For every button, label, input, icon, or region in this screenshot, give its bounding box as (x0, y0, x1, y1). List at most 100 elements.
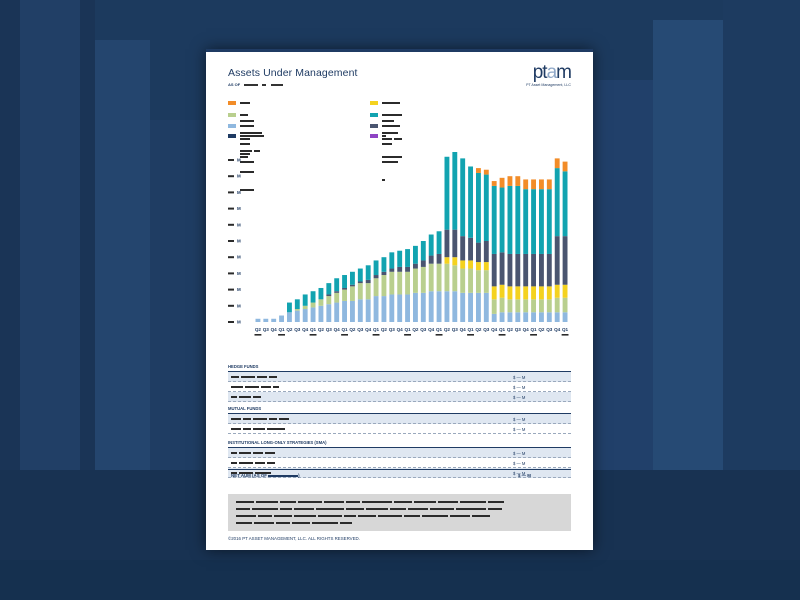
x-tick-label: Q4 (397, 327, 404, 332)
bar-segment-sage (483, 270, 489, 293)
bar-segment-slate (326, 294, 332, 297)
x-tick-label: Q1 (562, 327, 569, 332)
bar-segment-light-blue (294, 310, 300, 322)
bar-segment-light-blue (381, 296, 387, 322)
bar-segment-light-blue (483, 292, 489, 322)
bar-segment-light-blue (310, 307, 316, 322)
y-tick-redaction (228, 288, 234, 291)
y-tick-redaction (228, 191, 234, 194)
bar-segment-yellow (491, 286, 497, 300)
row-value: $ — M (513, 384, 526, 390)
bar-segment-light-blue (334, 302, 340, 322)
y-tick-redaction (228, 240, 234, 242)
bar-segment-sage (468, 268, 473, 293)
bar-segment-slate (491, 253, 497, 287)
legend-label-redacted (382, 102, 404, 158)
bar-segment-yellow (452, 257, 458, 266)
x-year-redaction (278, 334, 285, 336)
y-tick-label: M (237, 271, 241, 276)
document-title: Assets Under Management (228, 67, 358, 79)
section-heading: INSTITUTIONAL LONG-ONLY STRATEGIES (SMA) (228, 438, 571, 448)
bar-segment-sage (499, 297, 505, 313)
bar-segment-sage (444, 263, 450, 292)
bar-segment-sage (507, 299, 513, 313)
bar-segment-light-blue (444, 291, 450, 322)
bar-segment-slate (523, 253, 529, 287)
bar-segment-teal (468, 166, 473, 238)
as-of-label: AS OF (228, 82, 241, 87)
table-row: $ — M (228, 424, 571, 434)
bar-segment-light-blue (342, 300, 347, 322)
bar-segment-sage (562, 297, 568, 313)
legend-swatch (228, 134, 236, 138)
bar-segment-orange (562, 161, 568, 172)
y-tick-label: M (237, 174, 241, 179)
bar-segment-sage (357, 283, 363, 300)
table-row: $ — M (228, 382, 571, 392)
redaction-bar (244, 83, 259, 86)
bar-segment-yellow (539, 286, 544, 300)
x-tick-label: Q2 (507, 327, 514, 332)
bar-segment-yellow (515, 286, 521, 300)
bar-segment-slate (428, 255, 434, 264)
bar-segment-light-blue (271, 318, 277, 322)
x-tick-label: Q2 (444, 327, 451, 332)
x-tick-label: Q2 (318, 327, 325, 332)
x-tick-label: Q2 (412, 327, 419, 332)
bar-segment-teal (397, 250, 403, 267)
redacted-text-line (236, 515, 492, 517)
bar-segment-light-blue (491, 313, 497, 322)
x-tick-label: Q4 (365, 327, 372, 332)
legend-label-redacted (240, 114, 264, 152)
legend-swatch (228, 124, 236, 128)
x-tick-label: Q1 (436, 327, 443, 332)
bar-segment-light-blue (263, 318, 269, 322)
table-row: $ — M (228, 448, 571, 458)
bar-segment-yellow (468, 260, 473, 269)
y-tick-label: M (237, 190, 241, 195)
x-tick-label: Q4 (554, 327, 561, 332)
bar-segment-sage (515, 299, 521, 313)
logo-wordmark: ptam (532, 62, 572, 83)
bar-segment-teal (491, 185, 497, 254)
bar-segment-teal (310, 291, 316, 303)
aum-document: Assets Under Management AS OF ptam PT As… (206, 49, 593, 550)
bar-segment-slate (468, 237, 473, 261)
bar-segment-sage (436, 263, 442, 292)
x-year-redaction (404, 334, 411, 336)
bar-segment-teal (554, 168, 560, 237)
legend-swatch (370, 113, 378, 117)
institutional-sma-section: INSTITUTIONAL LONG-ONLY STRATEGIES (SMA)… (228, 438, 571, 478)
bar-segment-yellow (531, 286, 536, 300)
bar-segment-light-blue (539, 312, 544, 322)
bar-segment-sage (334, 292, 340, 303)
y-tick-label: M (237, 320, 241, 325)
x-tick-label: Q3 (294, 327, 301, 332)
bar-segment-slate (515, 253, 521, 287)
x-tick-label: Q1 (373, 327, 380, 332)
bar-segment-teal (342, 275, 347, 288)
bar-segment-light-blue (350, 300, 355, 322)
legend-label-redacted (382, 135, 388, 137)
bar-segment-light-blue (531, 312, 536, 322)
y-tick-label: M (237, 222, 241, 227)
bar-segment-teal (350, 271, 355, 285)
row-value: $ — M (513, 470, 526, 476)
y-tick-label: M (237, 239, 241, 244)
bar-segment-sage (373, 278, 379, 297)
x-tick-label: Q2 (349, 327, 356, 332)
table-row: $ — M (228, 372, 571, 382)
bar-segment-orange (499, 177, 505, 188)
bar-segment-slate (531, 253, 536, 287)
bar-segment-slate (365, 279, 371, 284)
x-tick-label: Q1 (467, 327, 474, 332)
x-year-redaction (498, 334, 506, 336)
x-tick-label: Q2 (381, 327, 388, 332)
y-tick-redaction (228, 272, 234, 275)
bar-segment-sage (294, 309, 300, 311)
x-year-redaction (435, 334, 443, 336)
logo-subtitle: PT Asset Management, LLC (526, 83, 571, 87)
bar-segment-orange (531, 179, 536, 190)
bar-segment-sage (318, 299, 324, 306)
bar-segment-yellow (499, 284, 505, 298)
